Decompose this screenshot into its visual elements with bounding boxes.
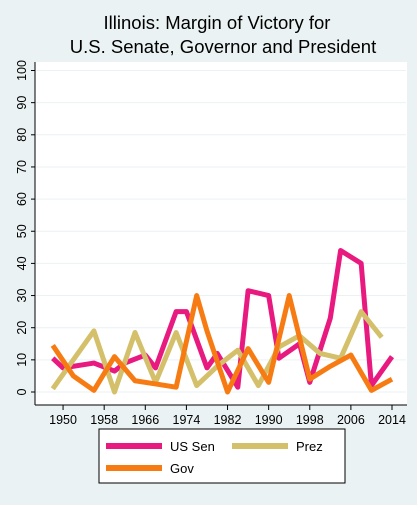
y-tick-label: 10	[15, 353, 29, 367]
x-tick-label: 1966	[131, 413, 159, 427]
y-tick-label: 100	[15, 60, 29, 81]
x-tick-label: 2006	[337, 413, 365, 427]
x-tick-label: 1990	[255, 413, 283, 427]
y-tick-label: 20	[15, 321, 29, 335]
chart-title: Illinois: Margin of Victory for	[104, 12, 331, 33]
legend-label-prez: Prez	[296, 439, 323, 454]
y-tick-label: 80	[15, 128, 29, 142]
legend-items: US Sen Prez Gov	[106, 439, 323, 476]
series-layer	[50, 248, 395, 395]
x-tick-label: 1982	[214, 413, 242, 427]
y-tick-label: 0	[15, 388, 29, 395]
chart-subtitle: U.S. Senate, Governor and President	[70, 36, 376, 57]
grid-layer	[36, 70, 406, 393]
legend: US Sen Prez Gov	[98, 428, 346, 484]
legend-label-us-sen: US Sen	[170, 439, 215, 454]
x-tick-label: 1974	[173, 413, 201, 427]
x-tick-label: 1958	[90, 413, 118, 427]
axis-layer: 0 10 20 30 40 50 60 70 80 90 100 1950 1958 1966 1974 19…	[15, 60, 407, 427]
legend-frame	[98, 428, 346, 484]
y-tick-label: 70	[15, 160, 29, 174]
y-tick-label: 40	[15, 256, 29, 270]
series-line-gov	[50, 293, 394, 395]
y-tick-label: 60	[15, 192, 29, 206]
legend-label-gov: Gov	[170, 461, 194, 476]
x-tick-label: 1998	[296, 413, 324, 427]
x-tick-label: 2014	[378, 413, 406, 427]
y-tick-label: 30	[15, 289, 29, 303]
y-tick-label: 50	[15, 224, 29, 238]
y-tick-label: 90	[15, 96, 29, 110]
x-tick-label: 1950	[49, 413, 77, 427]
